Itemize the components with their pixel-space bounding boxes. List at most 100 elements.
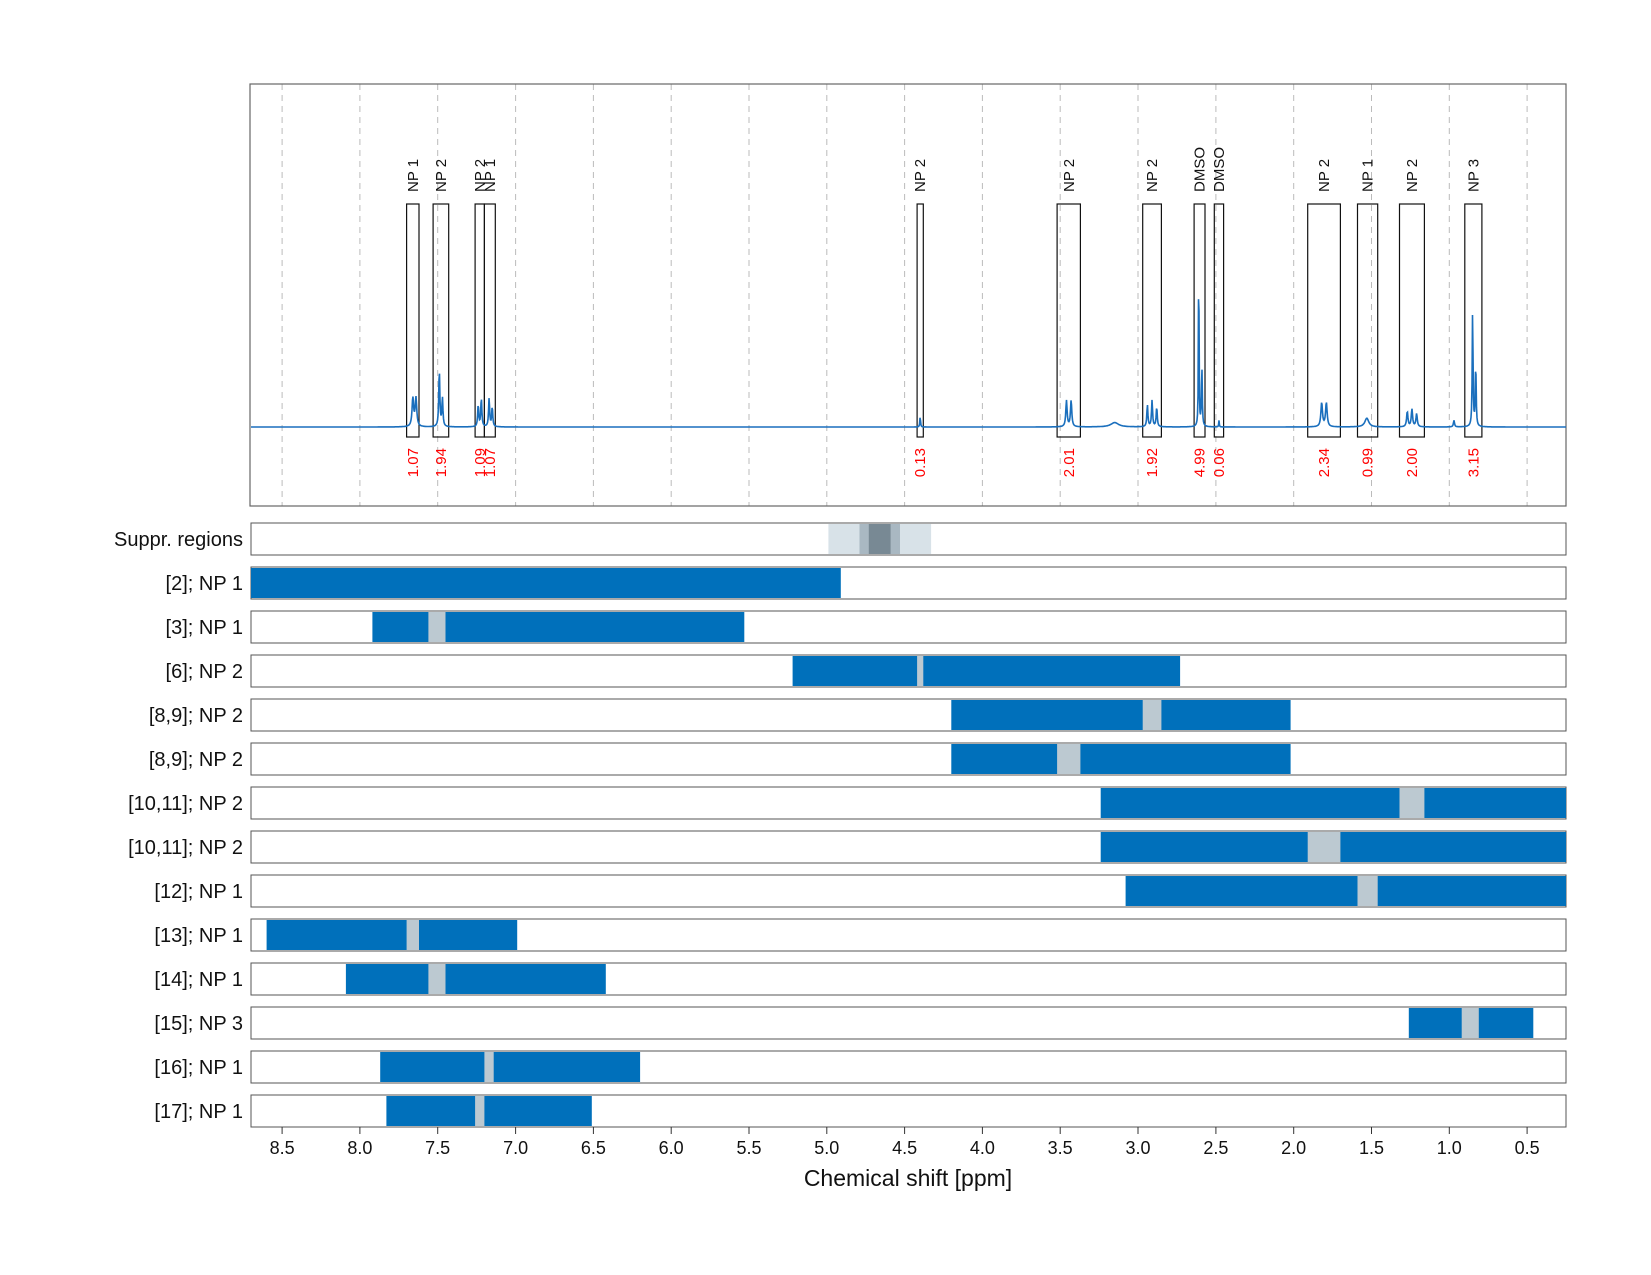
row-bar bbox=[266, 920, 518, 950]
row-label: [13]; NP 1 bbox=[154, 925, 243, 947]
fit-row: [14]; NP 1 bbox=[154, 962, 1567, 996]
row-label: Suppr. regions bbox=[114, 529, 243, 551]
row-label: [15]; NP 3 bbox=[154, 1013, 243, 1035]
row-gap bbox=[428, 612, 446, 642]
integral-value: 0.06 bbox=[1211, 448, 1228, 477]
row-frame bbox=[250, 742, 1567, 776]
row-bar bbox=[372, 612, 745, 642]
peak-box bbox=[406, 203, 420, 438]
integral-value: 4.99 bbox=[1192, 448, 1209, 477]
peak-box bbox=[483, 203, 496, 438]
x-tick-label: 7.5 bbox=[425, 1138, 450, 1158]
integral-value: 0.99 bbox=[1360, 448, 1377, 477]
row-label: [3]; NP 1 bbox=[166, 617, 243, 639]
row-label: [8,9]; NP 2 bbox=[149, 705, 243, 727]
row-bar bbox=[951, 700, 1291, 730]
fit-row: [10,11]; NP 2 bbox=[128, 830, 1567, 864]
fit-row: [8,9]; NP 2 bbox=[149, 742, 1567, 776]
row-bar bbox=[1125, 876, 1566, 906]
peak-box bbox=[916, 203, 924, 438]
peak-label: NP 3 bbox=[1465, 159, 1482, 192]
fit-row: [6]; NP 2 bbox=[166, 654, 1567, 688]
peak-label: NP 2 bbox=[1144, 159, 1161, 192]
peak-box bbox=[474, 203, 486, 438]
row-frame bbox=[250, 698, 1567, 732]
peak-label: NP 2 bbox=[1316, 159, 1333, 192]
spectrum-panel: NP 1 NP 2 NP 2NP 1 NP 2 NP 2 NP 2 DMSO DMSO NP 2… bbox=[249, 83, 1567, 507]
x-tick-label: 6.0 bbox=[659, 1138, 684, 1158]
row-gap bbox=[428, 964, 446, 994]
peak-box bbox=[432, 203, 450, 438]
x-tick-label: 4.5 bbox=[892, 1138, 917, 1158]
peak-box bbox=[1193, 203, 1206, 438]
x-tick-label: 5.5 bbox=[736, 1138, 761, 1158]
row-bar bbox=[345, 964, 606, 994]
row-label: [17]; NP 1 bbox=[154, 1101, 243, 1123]
peak-box bbox=[1213, 203, 1225, 438]
x-tick-label: 2.0 bbox=[1281, 1138, 1306, 1158]
fit-row: [12]; NP 1 bbox=[154, 874, 1567, 908]
row-gap bbox=[917, 656, 924, 686]
x-tick-label: 2.5 bbox=[1203, 1138, 1228, 1158]
integral-value: 2.34 bbox=[1316, 448, 1333, 477]
peak-box bbox=[1142, 203, 1162, 438]
x-axis-title: Chemical shift [ppm] bbox=[804, 1165, 1012, 1191]
row-bar bbox=[951, 744, 1291, 774]
row-bar bbox=[1100, 788, 1566, 818]
row-label: [8,9]; NP 2 bbox=[149, 749, 243, 771]
fit-row: [3]; NP 1 bbox=[166, 610, 1567, 644]
integral-value: 2.00 bbox=[1404, 448, 1421, 477]
row-label: [6]; NP 2 bbox=[166, 661, 243, 683]
row-gap bbox=[1399, 788, 1425, 818]
spectrum-frame bbox=[249, 83, 1567, 507]
x-tick-label: 0.5 bbox=[1515, 1138, 1540, 1158]
peak-box bbox=[1464, 203, 1483, 438]
x-tick-label: 1.0 bbox=[1437, 1138, 1462, 1158]
integral-value: 1.07 bbox=[405, 448, 422, 477]
row-gap bbox=[484, 1052, 494, 1082]
peak-box bbox=[1307, 203, 1341, 438]
x-tick-label: 8.0 bbox=[347, 1138, 372, 1158]
peak-box bbox=[1356, 203, 1379, 438]
row-label: [10,11]; NP 2 bbox=[128, 793, 243, 815]
peak-label: NP 2 bbox=[433, 159, 450, 192]
vertical-grid bbox=[281, 84, 1528, 506]
row-label: [2]; NP 1 bbox=[166, 573, 243, 595]
fit-row: [8,9]; NP 2 bbox=[149, 698, 1567, 732]
fit-row: [13]; NP 1 bbox=[154, 918, 1567, 952]
row-label: [16]; NP 1 bbox=[154, 1057, 243, 1079]
integral-value: 1.07 bbox=[482, 448, 499, 477]
fit-rows: Suppr. regions [2]; NP 1 [3]; NP 1 [6]; NP … bbox=[114, 522, 1567, 1128]
row-gap bbox=[1307, 832, 1341, 862]
peak-box bbox=[1056, 203, 1081, 438]
integral-value: 1.94 bbox=[433, 448, 450, 477]
x-tick-label: 7.0 bbox=[503, 1138, 528, 1158]
peak-label: NP 2 bbox=[1061, 159, 1078, 192]
x-tick-label: 6.5 bbox=[581, 1138, 606, 1158]
integral-value: 0.13 bbox=[912, 448, 929, 477]
row-gap bbox=[1357, 876, 1378, 906]
row-bar bbox=[251, 568, 841, 598]
peak-label: NP 2 bbox=[472, 159, 489, 192]
row-gap bbox=[1461, 1008, 1479, 1038]
fit-row: [15]; NP 3 bbox=[154, 1006, 1567, 1040]
row-gap bbox=[1057, 744, 1081, 774]
fit-row: [10,11]; NP 2 bbox=[128, 786, 1567, 820]
peak-label: NP 1 bbox=[1360, 159, 1377, 192]
x-tick-label: 5.0 bbox=[814, 1138, 839, 1158]
integral-value: 1.09 bbox=[472, 448, 489, 477]
integral-labels: 1.07 1.94 1.091.07 0.13 2.01 1.92 4.99 0.06 2.34… bbox=[405, 448, 1483, 477]
x-tick-label: 4.0 bbox=[970, 1138, 995, 1158]
peak-label: DMSO bbox=[1192, 147, 1209, 192]
peak-label: NP 2 bbox=[1404, 159, 1421, 192]
suppression-row: Suppr. regions bbox=[114, 522, 1567, 556]
row-label: [10,11]; NP 2 bbox=[128, 837, 243, 859]
fit-row: [2]; NP 1 bbox=[166, 566, 1567, 600]
integral-value: 3.15 bbox=[1465, 448, 1482, 477]
x-tick-label: 3.5 bbox=[1048, 1138, 1073, 1158]
integral-value: 2.01 bbox=[1061, 448, 1078, 477]
row-gap bbox=[1142, 700, 1162, 730]
fit-row: [16]; NP 1 bbox=[154, 1050, 1567, 1084]
spectrum-line bbox=[251, 299, 1566, 428]
